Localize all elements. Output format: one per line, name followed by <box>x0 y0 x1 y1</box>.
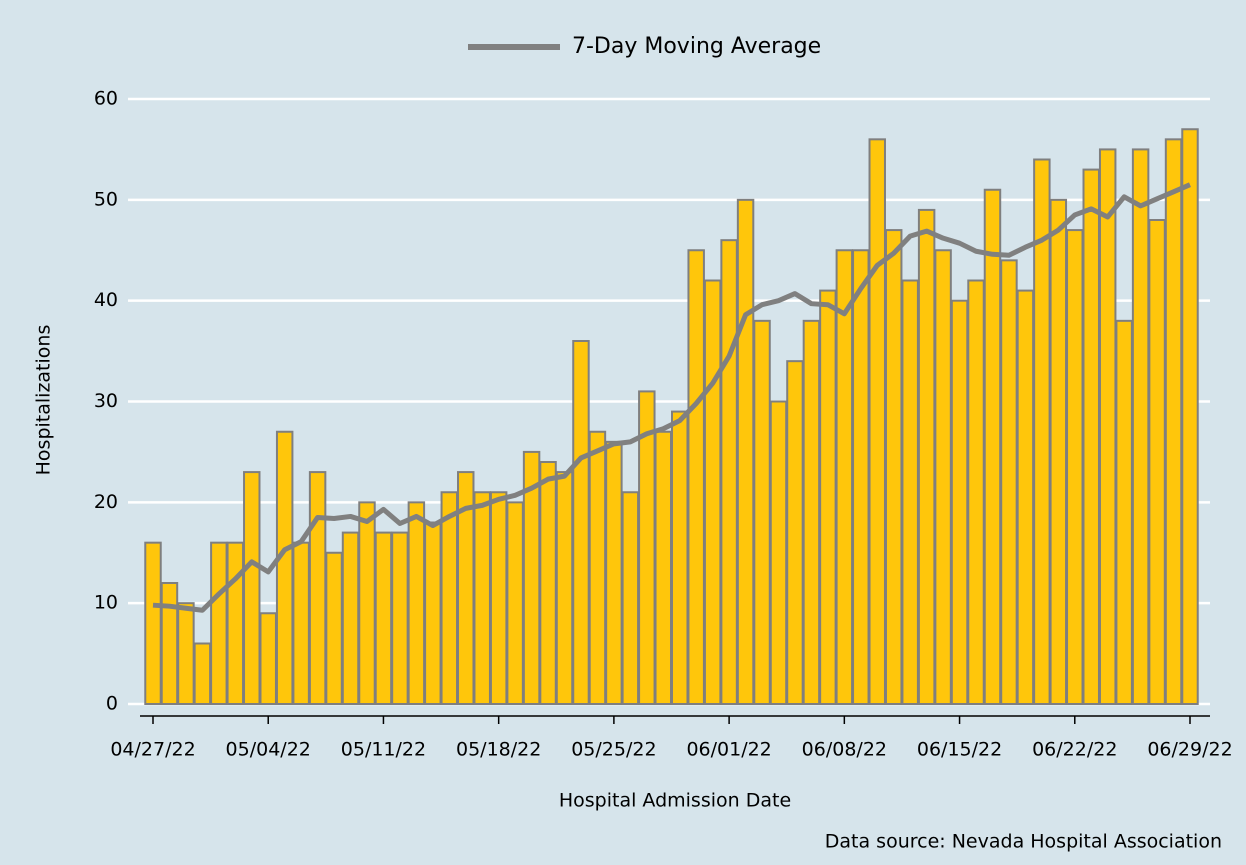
bar <box>1181 128 1199 705</box>
x-tick-label: 06/08/22 <box>802 739 887 761</box>
bar <box>852 249 870 705</box>
bar <box>292 541 310 706</box>
bar <box>226 541 245 706</box>
bar <box>950 299 969 705</box>
bar <box>1000 259 1018 705</box>
bar <box>835 249 854 705</box>
bar <box>1164 138 1183 706</box>
bar <box>736 198 755 705</box>
x-tick-label: 06/15/22 <box>917 739 1002 761</box>
bar <box>1131 148 1150 705</box>
bar <box>621 491 640 705</box>
bar <box>177 602 195 706</box>
x-tick-label: 06/29/22 <box>1147 739 1232 761</box>
x-tick-label: 05/25/22 <box>571 739 656 761</box>
bar <box>473 491 491 705</box>
y-tick-label: 40 <box>94 289 118 311</box>
bar <box>522 450 541 705</box>
bar <box>160 582 179 705</box>
bar <box>374 531 393 705</box>
bar <box>391 531 409 705</box>
x-tick-label: 05/04/22 <box>226 739 311 761</box>
bar <box>259 612 277 705</box>
bar <box>572 340 590 705</box>
bar <box>934 249 952 705</box>
bar <box>275 430 294 705</box>
legend-label: 7-Day Moving Average <box>572 34 821 59</box>
y-tick-label: 10 <box>94 592 118 614</box>
bar <box>819 289 837 705</box>
bar <box>358 501 376 706</box>
bar <box>1049 198 1068 705</box>
y-axis-title: Hospitalizations <box>33 325 55 476</box>
bar <box>506 501 524 706</box>
bar <box>703 279 722 705</box>
bar <box>753 319 771 705</box>
x-tick-label: 05/18/22 <box>456 739 541 761</box>
bar <box>638 390 656 705</box>
bar <box>424 521 442 705</box>
source-note: Data source: Nevada Hospital Association <box>825 831 1222 853</box>
y-tick-label: 0 <box>106 693 118 715</box>
bar <box>983 188 1002 705</box>
bar <box>489 491 508 705</box>
bar <box>308 471 327 706</box>
moving-average-line <box>152 182 1191 613</box>
bar <box>786 360 804 705</box>
y-tick-label: 50 <box>94 188 118 210</box>
bar <box>654 430 672 705</box>
bar <box>917 208 936 706</box>
bar <box>868 138 886 706</box>
bar <box>144 541 162 706</box>
x-tick-label: 04/27/22 <box>110 739 195 761</box>
y-tick-label: 30 <box>94 390 118 412</box>
y-tick-label: 20 <box>94 491 118 513</box>
bar <box>243 471 261 706</box>
x-tick-label: 06/22/22 <box>1032 739 1117 761</box>
bar <box>769 400 788 705</box>
bar <box>1115 319 1133 705</box>
bar <box>440 491 459 705</box>
bar <box>1066 229 1084 705</box>
bar <box>193 642 212 705</box>
bar <box>1148 219 1166 705</box>
bar <box>1016 289 1035 705</box>
y-tick-label: 60 <box>94 88 118 110</box>
x-tick-label: 06/01/22 <box>686 739 771 761</box>
bar <box>325 551 343 705</box>
bar <box>407 501 426 706</box>
bar <box>884 229 903 705</box>
bar <box>901 279 919 705</box>
bar <box>802 319 821 705</box>
bar <box>539 461 557 705</box>
bar <box>605 440 623 705</box>
bar <box>555 471 574 706</box>
x-axis-title: Hospital Admission Date <box>559 790 791 812</box>
bar <box>671 410 689 705</box>
bar <box>687 249 705 705</box>
x-tick-label: 05/11/22 <box>341 739 426 761</box>
bar <box>210 541 228 706</box>
bar <box>1098 148 1117 705</box>
bar <box>588 430 607 705</box>
bar <box>457 471 475 706</box>
bar <box>1082 168 1100 706</box>
bar <box>341 531 360 705</box>
bar <box>720 239 738 706</box>
bar <box>967 279 985 705</box>
